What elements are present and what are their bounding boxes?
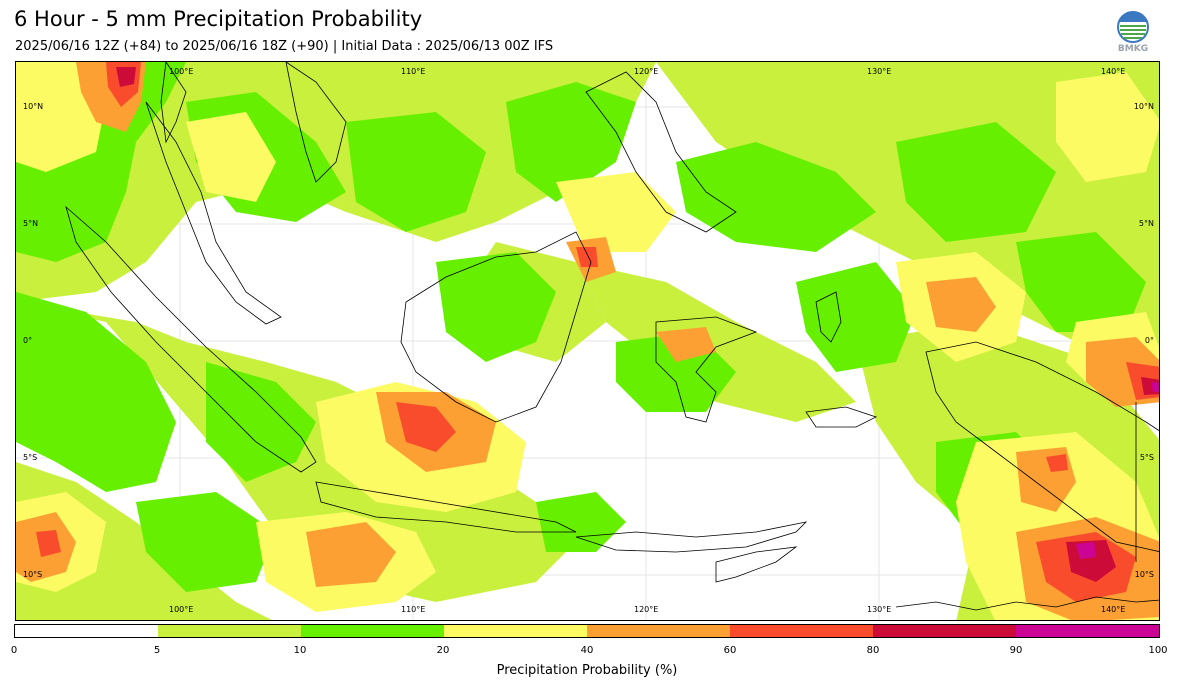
coast-java bbox=[315, 481, 577, 533]
colorbar bbox=[14, 624, 1160, 638]
colorbar-tick-label: 0 bbox=[10, 645, 18, 656]
lat-label-right: 10°S bbox=[1134, 570, 1154, 579]
colorbar-segment bbox=[158, 625, 301, 637]
colorbar-segment bbox=[301, 625, 444, 637]
coast-halmahera bbox=[815, 291, 842, 343]
colorbar-segment bbox=[15, 625, 158, 637]
lat-label-left: 0° bbox=[23, 336, 33, 345]
coast-philippines bbox=[585, 71, 737, 233]
logo-text: BMKG bbox=[1117, 44, 1149, 54]
bmkg-logo-icon bbox=[1117, 11, 1149, 43]
precipitation-map: 100°E 110°E 120°E 130°E 140°E 100°E 110°… bbox=[15, 61, 1160, 621]
colorbar-tick-label: 10 bbox=[293, 645, 307, 656]
coast-papua bbox=[925, 341, 1159, 552]
coast-sulawesi bbox=[655, 316, 758, 423]
coast-malay-peninsula bbox=[145, 101, 282, 325]
lon-label-bottom: 110°E bbox=[401, 605, 426, 614]
coast-indochina bbox=[285, 62, 347, 183]
coast-timor bbox=[715, 546, 798, 583]
lat-label-left: 5°N bbox=[23, 219, 39, 228]
lat-label-left: 10°N bbox=[23, 102, 44, 111]
colorbar-segment bbox=[587, 625, 730, 637]
lat-label-right: 0° bbox=[1144, 336, 1154, 345]
coast-thailand bbox=[160, 62, 187, 144]
precip-field-90-100 bbox=[1076, 382, 1159, 559]
map-canvas bbox=[16, 62, 1159, 620]
lon-label-top: 120°E bbox=[634, 67, 659, 76]
lon-label-top: 140°E bbox=[1101, 67, 1126, 76]
colorbar-title: Precipitation Probability (%) bbox=[496, 663, 678, 678]
lon-label-bottom: 120°E bbox=[634, 605, 659, 614]
lon-label-bottom: 100°E bbox=[169, 605, 194, 614]
lon-label-top: 110°E bbox=[401, 67, 426, 76]
coastlines bbox=[65, 62, 1159, 611]
coast-australia bbox=[895, 596, 1159, 611]
colorbar-tick-label: 90 bbox=[1009, 645, 1023, 656]
lat-label-left: 10°S bbox=[23, 570, 43, 579]
map-subtitle: 2025/06/16 12Z (+84) to 2025/06/16 18Z (… bbox=[15, 39, 554, 54]
lat-label-right: 5°N bbox=[1138, 219, 1154, 228]
colorbar-segment bbox=[730, 625, 873, 637]
colorbar-tick-label: 5 bbox=[153, 645, 161, 656]
coast-nusa-tenggara bbox=[575, 521, 808, 553]
lon-label-top: 130°E bbox=[867, 67, 892, 76]
colorbar-tick-label: 40 bbox=[580, 645, 594, 656]
lon-label-bottom: 140°E bbox=[1101, 605, 1126, 614]
lon-label-top: 100°E bbox=[169, 67, 194, 76]
lat-label-right: 10°N bbox=[1133, 102, 1154, 111]
coast-maluku bbox=[805, 406, 878, 428]
map-title: 6 Hour - 5 mm Precipitation Probability bbox=[14, 7, 423, 31]
colorbar-segment bbox=[873, 625, 1016, 637]
coast-sumatra bbox=[65, 205, 317, 473]
colorbar-segment bbox=[1016, 625, 1159, 637]
colorbar-tick-label: 100 bbox=[1148, 645, 1168, 656]
lat-label-right: 5°S bbox=[1139, 453, 1154, 462]
bmkg-logo: BMKG bbox=[1115, 10, 1151, 56]
colorbar-segment bbox=[444, 625, 587, 637]
precip-field-10-20 bbox=[16, 62, 1146, 592]
coast-borneo bbox=[400, 231, 592, 423]
lon-label-bottom: 130°E bbox=[867, 605, 892, 614]
colorbar-tick-label: 80 bbox=[866, 645, 880, 656]
colorbar-tick-label: 20 bbox=[436, 645, 450, 656]
lat-label-left: 5°S bbox=[23, 453, 38, 462]
colorbar-tick-label: 60 bbox=[723, 645, 737, 656]
